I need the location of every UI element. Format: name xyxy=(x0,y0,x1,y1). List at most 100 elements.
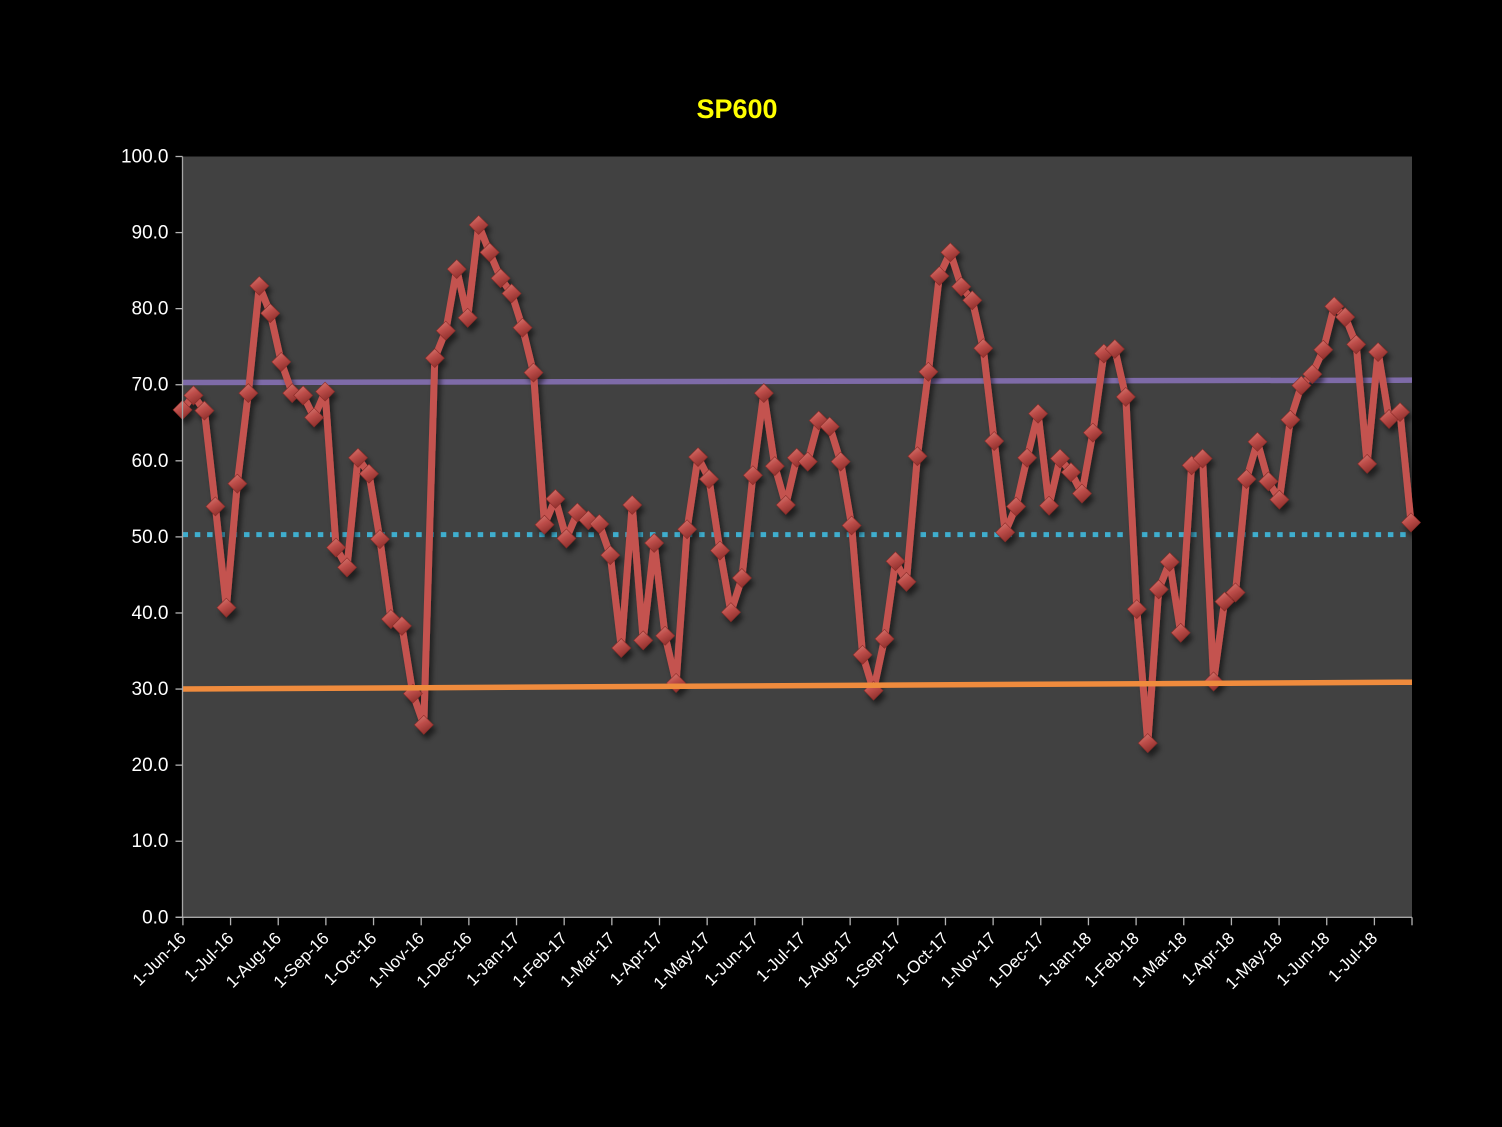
data-point-marker xyxy=(918,361,939,382)
data-point-marker xyxy=(1291,375,1312,396)
data-point-marker xyxy=(1006,496,1027,517)
data-point-marker xyxy=(370,529,390,550)
chart-title: SP600 xyxy=(696,94,778,124)
data-point-marker xyxy=(984,431,1005,451)
data-point-marker xyxy=(424,348,445,369)
data-point-marker xyxy=(644,533,665,553)
data-point-marker xyxy=(1061,462,1081,483)
data-point-marker xyxy=(501,283,522,304)
data-point-marker xyxy=(1039,495,1059,516)
data-point-marker xyxy=(1082,422,1103,443)
data-point-marker xyxy=(1126,599,1147,620)
data-point-marker xyxy=(1148,579,1169,600)
data-point-marker xyxy=(282,383,303,404)
y-axis-label: 30.0 xyxy=(132,679,169,700)
plot-area xyxy=(182,156,1412,918)
y-axis-label: 60.0 xyxy=(132,451,169,472)
data-point-marker xyxy=(1017,447,1038,468)
data-point-marker xyxy=(1302,364,1323,385)
data-point-marker xyxy=(490,268,511,289)
data-point-marker xyxy=(600,545,621,566)
sp600-series xyxy=(172,215,1421,754)
x-axis-label: 1-Jun-16 xyxy=(129,929,190,990)
data-point-marker xyxy=(1390,402,1410,423)
data-point-marker xyxy=(797,451,818,472)
data-point-marker xyxy=(479,242,500,263)
data-point-marker xyxy=(808,410,829,431)
data-point-marker xyxy=(1368,342,1389,362)
data-point-marker xyxy=(468,215,489,235)
y-axis-label: 70.0 xyxy=(132,375,169,396)
data-point-marker xyxy=(611,638,632,658)
data-point-marker xyxy=(589,514,610,534)
data-point-marker xyxy=(1269,489,1290,510)
data-point-marker xyxy=(1104,339,1125,359)
data-point-marker xyxy=(1225,582,1246,603)
data-point-marker xyxy=(764,456,785,477)
y-axis-label: 40.0 xyxy=(132,603,169,624)
y-axis-label: 20.0 xyxy=(132,755,169,776)
data-point-marker xyxy=(1072,483,1092,504)
data-point-marker xyxy=(995,522,1016,543)
y-axis-label: 90.0 xyxy=(132,223,169,244)
data-point-marker xyxy=(677,519,697,540)
data-point-marker xyxy=(907,446,928,467)
data-point-marker xyxy=(238,383,259,404)
data-point-marker xyxy=(391,615,412,636)
data-point-marker xyxy=(1313,339,1334,360)
data-point-marker xyxy=(830,451,851,472)
data-point-marker xyxy=(655,625,676,646)
data-point-marker xyxy=(205,496,226,517)
x-axis-label: 1-Jun-18 xyxy=(1273,929,1334,990)
data-point-marker xyxy=(523,362,544,383)
data-point-marker xyxy=(1346,334,1367,355)
data-point-marker xyxy=(666,673,687,693)
data-point-marker xyxy=(1258,471,1279,492)
data-point-marker xyxy=(435,320,456,341)
data-point-marker xyxy=(1401,512,1421,533)
data-point-marker xyxy=(1236,469,1257,490)
data-point-marker xyxy=(1159,552,1180,572)
data-point-marker xyxy=(348,447,368,468)
data-point-marker xyxy=(1247,431,1268,452)
data-point-marker xyxy=(775,495,796,515)
data-point-marker xyxy=(1214,591,1235,612)
data-point-marker xyxy=(1028,403,1048,424)
data-point-marker xyxy=(1115,386,1136,407)
data-point-marker xyxy=(512,317,533,338)
data-point-marker xyxy=(293,385,314,406)
y-axis-label: 100.0 xyxy=(121,147,169,168)
x-axis-label: 1-Jun-17 xyxy=(701,929,762,990)
data-point-marker xyxy=(1050,448,1070,469)
data-point-marker xyxy=(260,303,281,324)
data-point-marker xyxy=(699,469,719,490)
data-point-marker xyxy=(710,540,730,561)
data-point-marker xyxy=(545,488,566,509)
lower-reference-line xyxy=(182,679,1413,692)
data-point-marker xyxy=(337,557,357,578)
data-point-marker xyxy=(962,290,983,311)
data-point-marker xyxy=(271,351,292,372)
data-point-marker xyxy=(742,465,763,486)
data-point-marker xyxy=(1170,622,1191,643)
data-point-marker xyxy=(721,602,741,623)
x-axis-label: 1-Jul-18 xyxy=(1324,929,1381,986)
data-point-marker xyxy=(556,528,577,549)
data-point-marker xyxy=(457,307,478,328)
data-point-marker xyxy=(885,551,906,572)
data-point-marker xyxy=(194,400,215,421)
data-point-marker xyxy=(216,597,237,618)
data-point-marker xyxy=(304,407,325,428)
data-point-marker xyxy=(940,242,961,263)
data-point-marker xyxy=(183,385,204,406)
data-point-marker xyxy=(688,447,708,467)
y-axis-label: 80.0 xyxy=(132,299,169,320)
y-axis-label: 50.0 xyxy=(132,527,169,548)
data-point-marker xyxy=(249,275,270,296)
data-point-marker xyxy=(1324,296,1345,317)
data-point-marker xyxy=(841,515,862,536)
data-point-marker xyxy=(819,416,840,437)
data-point-marker xyxy=(973,338,994,359)
data-point-marker xyxy=(227,473,248,494)
